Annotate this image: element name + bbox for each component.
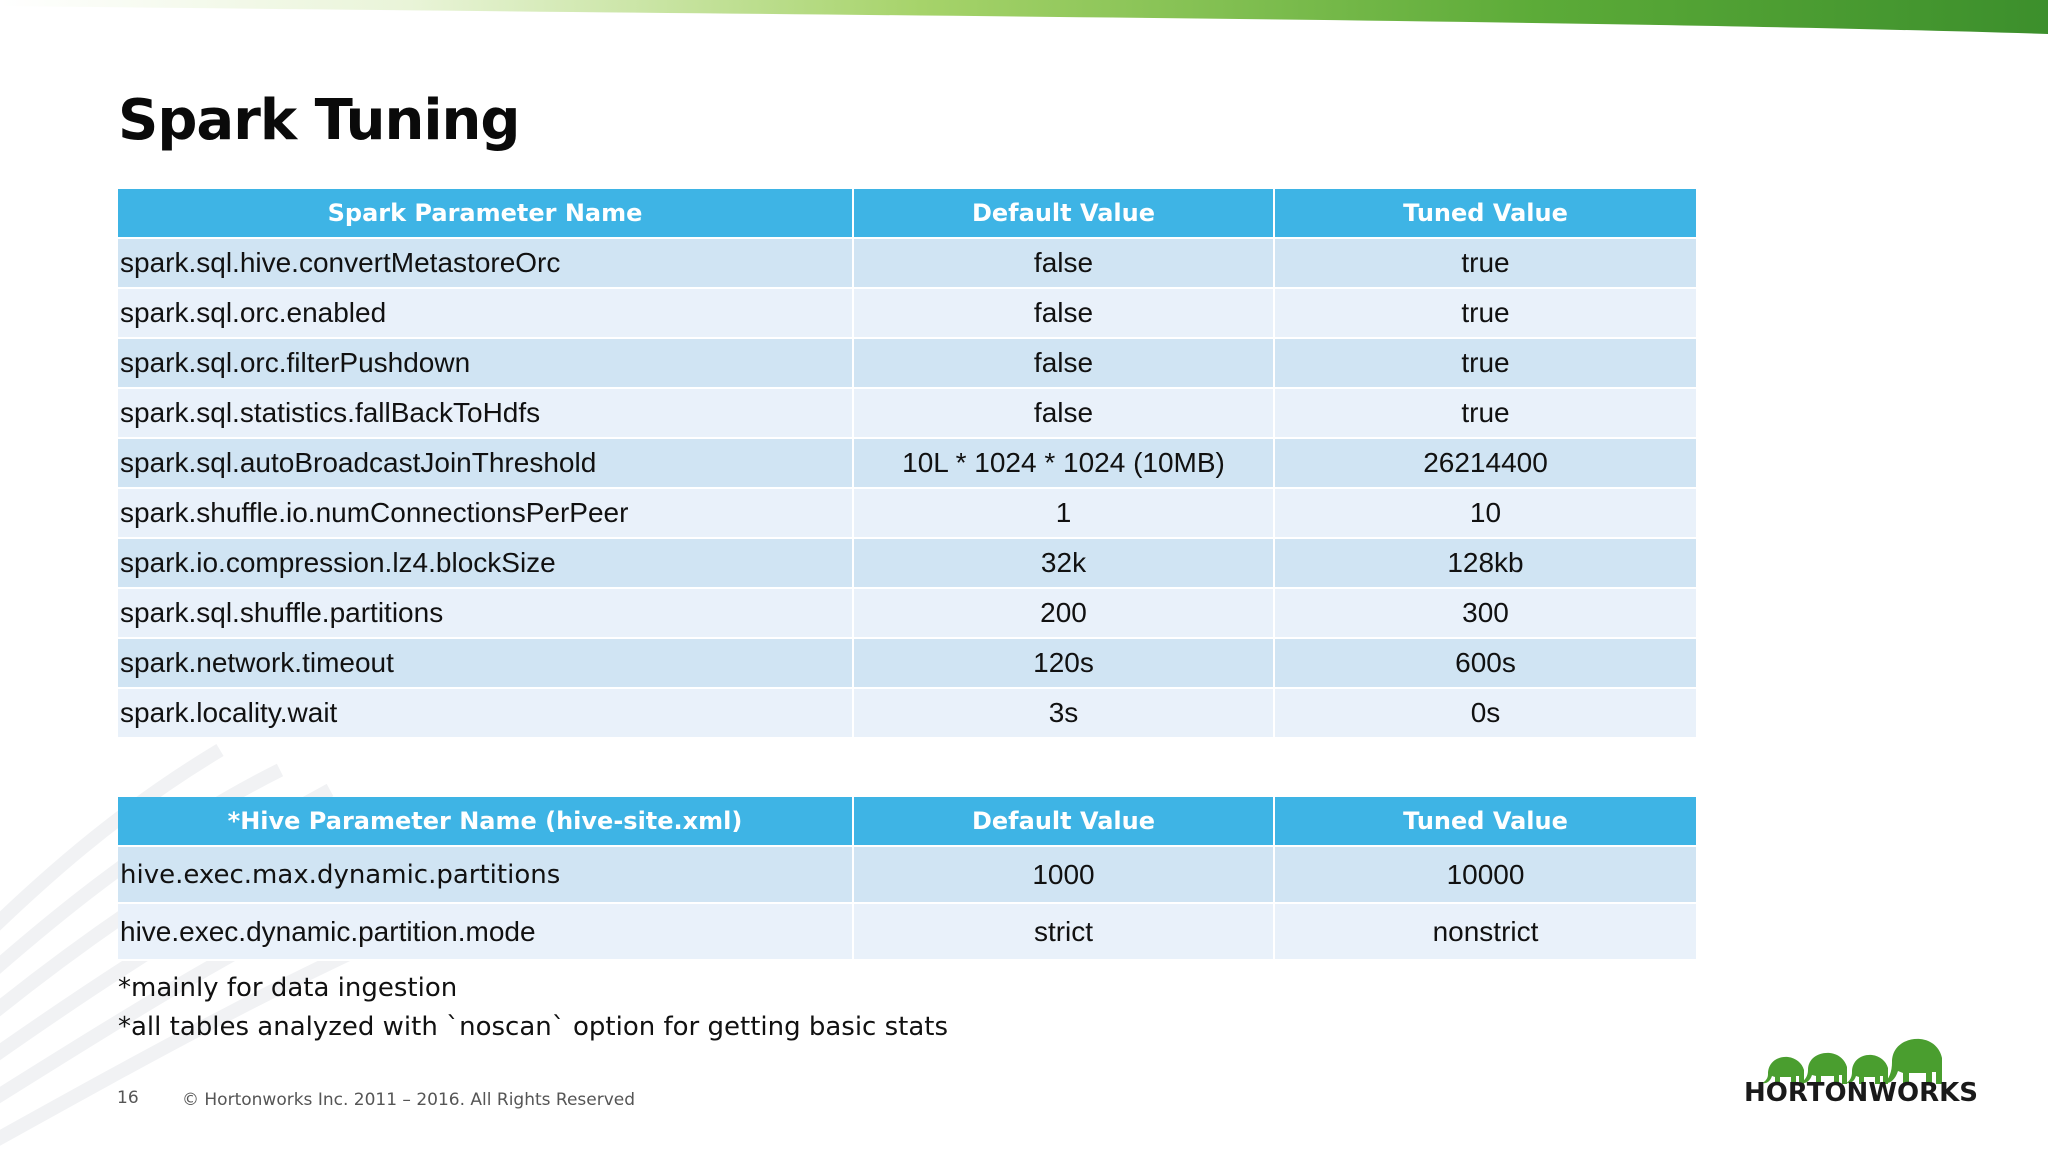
default-value: 120s: [853, 638, 1275, 689]
page-title: Spark Tuning: [118, 88, 520, 153]
default-value: strict: [853, 903, 1275, 961]
default-value: 1: [853, 488, 1275, 539]
default-value: false: [853, 288, 1275, 339]
footnote-noscan: *all tables analyzed with `noscan` optio…: [118, 1012, 949, 1042]
default-value: 1000: [853, 846, 1275, 904]
copyright-notice: © Hortonworks Inc. 2011 – 2016. All Righ…: [182, 1090, 636, 1110]
tuned-value: 128kb: [1274, 538, 1696, 589]
parameter-name: spark.sql.orc.enabled: [118, 288, 854, 339]
parameter-name: spark.locality.wait: [118, 688, 854, 739]
tuned-value: nonstrict: [1274, 903, 1696, 961]
tuned-value: 600s: [1274, 638, 1696, 689]
parameter-name: spark.io.compression.lz4.blockSize: [118, 538, 854, 589]
table-row: hive.exec.dynamic.partition.mode strict …: [118, 903, 1696, 961]
table-row: spark.network.timeout 120s 600s: [118, 638, 1696, 689]
spark-parameters-table: Spark Parameter Name Default Value Tuned…: [118, 189, 1696, 739]
table-row: spark.sql.autoBroadcastJoinThreshold 10L…: [118, 438, 1696, 489]
tuned-value: true: [1274, 238, 1696, 289]
default-value: 32k: [853, 538, 1275, 589]
elephant-herd-icon: [1762, 1038, 1942, 1084]
tuned-value: 26214400: [1274, 438, 1696, 489]
table-row: spark.sql.orc.enabled false true: [118, 288, 1696, 339]
table-row: hive.exec.max.dynamic.partitions 1000 10…: [118, 846, 1696, 904]
parameter-name: hive.exec.dynamic.partition.mode: [118, 903, 854, 961]
parameter-name: spark.shuffle.io.numConnectionsPerPeer: [118, 488, 854, 539]
table-row: spark.locality.wait 3s 0s: [118, 688, 1696, 739]
column-header-tuned: Tuned Value: [1274, 797, 1696, 847]
tuned-value: true: [1274, 288, 1696, 339]
parameter-name: spark.network.timeout: [118, 638, 854, 689]
column-header-default: Default Value: [853, 797, 1275, 847]
column-header-tuned: Tuned Value: [1274, 189, 1696, 239]
table-row: spark.sql.orc.filterPushdown false true: [118, 338, 1696, 389]
tuned-value: 300: [1274, 588, 1696, 639]
default-value: false: [853, 388, 1275, 439]
table-row: spark.sql.statistics.fallBackToHdfs fals…: [118, 388, 1696, 439]
top-accent-bar: [0, 0, 2048, 34]
default-value: 3s: [853, 688, 1275, 739]
parameter-name: hive.exec.max.dynamic.partitions: [118, 846, 854, 904]
table-row: spark.io.compression.lz4.blockSize 32k 1…: [118, 538, 1696, 589]
table-header-row: *Hive Parameter Name (hive-site.xml) Def…: [118, 797, 1696, 847]
default-value: false: [853, 238, 1275, 289]
column-header-default: Default Value: [853, 189, 1275, 239]
column-header-parameter: *Hive Parameter Name (hive-site.xml): [118, 797, 854, 847]
logo-wordmark: HORTONWORKS: [1744, 1078, 1978, 1108]
parameter-name: spark.sql.shuffle.partitions: [118, 588, 854, 639]
parameter-name: spark.sql.statistics.fallBackToHdfs: [118, 388, 854, 439]
default-value: 10L * 1024 * 1024 (10MB): [853, 438, 1275, 489]
tuned-value: true: [1274, 338, 1696, 389]
table-row: spark.sql.shuffle.partitions 200 300: [118, 588, 1696, 639]
parameter-name: spark.sql.autoBroadcastJoinThreshold: [118, 438, 854, 489]
default-value: false: [853, 338, 1275, 389]
parameter-name: spark.sql.hive.convertMetastoreOrc: [118, 238, 854, 289]
table-row: spark.shuffle.io.numConnectionsPerPeer 1…: [118, 488, 1696, 539]
tuned-value: 10000: [1274, 846, 1696, 904]
tuned-value: 0s: [1274, 688, 1696, 739]
page-number: 16: [117, 1088, 139, 1108]
table-row: spark.sql.hive.convertMetastoreOrc false…: [118, 238, 1696, 289]
column-header-parameter: Spark Parameter Name: [118, 189, 854, 239]
tuned-value: true: [1274, 388, 1696, 439]
tuned-value: 10: [1274, 488, 1696, 539]
table-header-row: Spark Parameter Name Default Value Tuned…: [118, 189, 1696, 239]
default-value: 200: [853, 588, 1275, 639]
parameter-name: spark.sql.orc.filterPushdown: [118, 338, 854, 389]
hive-parameters-table: *Hive Parameter Name (hive-site.xml) Def…: [118, 797, 1696, 961]
footnote-ingestion: *mainly for data ingestion: [118, 973, 458, 1003]
